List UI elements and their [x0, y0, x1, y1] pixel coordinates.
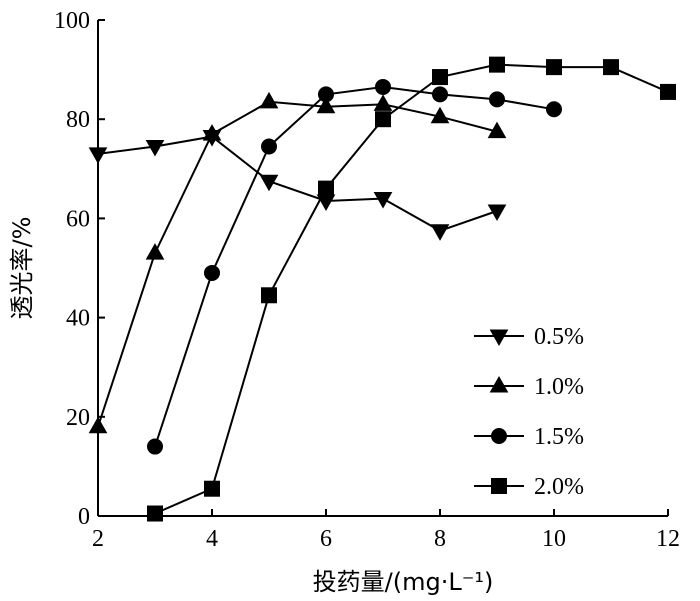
legend-label: 0.5% — [534, 324, 584, 350]
x-tick-label: 12 — [656, 526, 680, 552]
x-tick-label: 2 — [92, 526, 104, 552]
legend-item: 0.5% — [474, 324, 584, 350]
y-tick-label: 80 — [66, 107, 90, 133]
series-0 — [88, 130, 507, 241]
data-point — [430, 106, 450, 124]
data-point — [430, 224, 450, 241]
y-tick-label: 20 — [66, 405, 90, 431]
data-point — [432, 69, 448, 86]
series-3 — [147, 56, 676, 522]
x-tick-label: 10 — [542, 526, 566, 552]
series-line — [97, 100, 498, 428]
legend-item: 2.0% — [474, 474, 584, 500]
data-point — [316, 194, 336, 212]
data-point — [660, 83, 676, 100]
data-point — [603, 59, 619, 76]
data-point — [487, 204, 507, 221]
legend-marker — [491, 478, 507, 494]
y-axis-title: 透光率/% — [8, 217, 36, 320]
y-tick-label: 100 — [54, 8, 90, 34]
data-point — [147, 438, 163, 455]
y-tick-label: 40 — [66, 306, 90, 332]
data-point — [259, 91, 279, 109]
data-point — [375, 111, 391, 128]
series-line — [154, 63, 669, 515]
data-point — [487, 121, 507, 139]
data-point — [373, 192, 393, 209]
y-tick-label: 0 — [78, 504, 90, 530]
legend-label: 1.0% — [534, 374, 584, 400]
data-point — [259, 174, 279, 192]
data-point — [489, 56, 505, 73]
legend-label: 2.0% — [534, 474, 584, 500]
data-point — [318, 86, 334, 103]
data-point — [546, 59, 562, 76]
data-point — [316, 96, 336, 114]
data-point — [204, 480, 220, 497]
data-point — [204, 264, 220, 281]
legend-marker — [489, 375, 509, 393]
x-axis-title: 投药量/(mg·L⁻¹) — [313, 568, 494, 596]
data-point — [261, 138, 277, 155]
data-point — [261, 287, 277, 304]
data-point — [375, 78, 391, 95]
data-point — [145, 243, 165, 260]
x-tick-label: 8 — [434, 526, 446, 552]
data-point — [88, 147, 108, 164]
data-point — [147, 505, 163, 522]
series-1 — [88, 91, 507, 434]
legend-label: 1.5% — [534, 424, 584, 450]
data-point — [88, 416, 108, 434]
x-tick-label: 4 — [206, 526, 218, 552]
series-2 — [147, 78, 562, 455]
legend-marker — [489, 329, 509, 347]
data-point — [489, 91, 505, 108]
data-point — [145, 139, 165, 157]
series-line — [154, 85, 555, 447]
data-point — [373, 94, 393, 111]
data-point — [202, 124, 222, 141]
legend-marker — [491, 428, 507, 444]
legend: 0.5% 1.0% 1.5% 2.0% — [474, 324, 584, 500]
axes: 2 4 6 8 10 12 0 20 40 60 80 100 — [54, 8, 680, 552]
y-tick-label: 60 — [66, 206, 90, 232]
data-point — [318, 180, 334, 197]
data-point — [546, 101, 562, 118]
series-layer — [88, 56, 676, 522]
series-line — [97, 135, 498, 232]
legend-item: 1.0% — [474, 374, 584, 400]
x-tick-label: 6 — [320, 526, 332, 552]
legend-item: 1.5% — [474, 424, 584, 450]
data-point — [432, 86, 448, 103]
